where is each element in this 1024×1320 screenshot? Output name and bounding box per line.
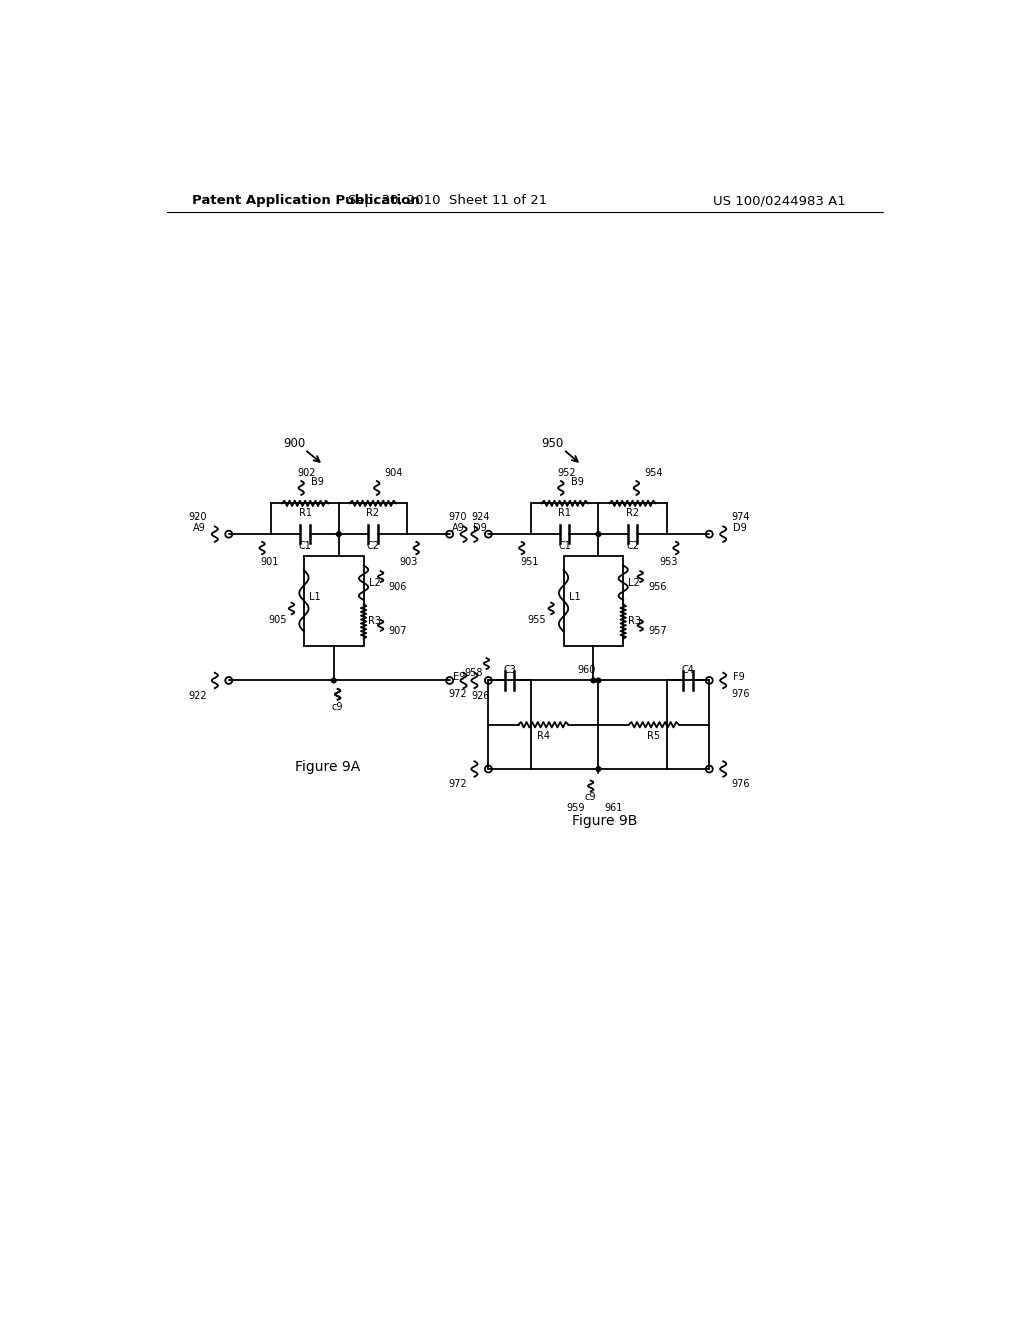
- Text: 960: 960: [578, 665, 596, 675]
- Text: c9: c9: [331, 702, 343, 711]
- Text: 951: 951: [520, 557, 539, 566]
- Text: Patent Application Publication: Patent Application Publication: [191, 194, 419, 207]
- Text: 922: 922: [188, 690, 207, 701]
- Text: D9: D9: [473, 523, 486, 533]
- Text: C3: C3: [503, 665, 516, 675]
- Text: L1: L1: [568, 591, 581, 602]
- Text: B9: B9: [571, 477, 584, 487]
- Text: 970: 970: [449, 512, 467, 523]
- Text: E9: E9: [453, 672, 465, 681]
- Text: B9: B9: [311, 477, 325, 487]
- Text: US 100/0244983 A1: US 100/0244983 A1: [713, 194, 846, 207]
- Text: 958: 958: [464, 668, 482, 677]
- Circle shape: [332, 678, 336, 682]
- Text: 972: 972: [449, 779, 467, 789]
- Text: 961: 961: [605, 803, 624, 813]
- Text: 959: 959: [566, 803, 585, 813]
- Text: C2: C2: [367, 541, 380, 550]
- Text: A9: A9: [193, 523, 206, 533]
- Text: 926: 926: [471, 690, 489, 701]
- Text: 920: 920: [188, 512, 207, 523]
- Text: C2: C2: [626, 541, 639, 550]
- Text: R2: R2: [367, 508, 380, 517]
- Text: 954: 954: [644, 467, 663, 478]
- Text: Sep. 30, 2010  Sheet 11 of 21: Sep. 30, 2010 Sheet 11 of 21: [348, 194, 547, 207]
- Circle shape: [337, 532, 341, 536]
- Text: R1: R1: [558, 508, 571, 517]
- Text: R1: R1: [299, 508, 311, 517]
- Text: R3: R3: [628, 616, 641, 627]
- Text: C1: C1: [558, 541, 571, 550]
- Text: 904: 904: [385, 467, 402, 478]
- Text: 956: 956: [648, 582, 667, 593]
- Text: L1: L1: [309, 591, 321, 602]
- Text: R3: R3: [368, 616, 381, 627]
- Text: 976: 976: [731, 779, 750, 789]
- Text: C4: C4: [682, 665, 694, 675]
- Text: 950: 950: [541, 437, 563, 450]
- Text: 955: 955: [528, 615, 547, 624]
- Text: Figure 9B: Figure 9B: [572, 813, 637, 828]
- Text: 901: 901: [261, 557, 279, 566]
- Text: A9: A9: [453, 523, 465, 533]
- Text: C1: C1: [299, 541, 311, 550]
- Text: 952: 952: [557, 467, 575, 478]
- Text: Figure 9A: Figure 9A: [295, 760, 360, 774]
- Text: R2: R2: [626, 508, 639, 517]
- Text: 903: 903: [399, 557, 418, 566]
- Text: 974: 974: [731, 512, 750, 523]
- Text: 900: 900: [283, 437, 305, 450]
- Text: 924: 924: [471, 512, 489, 523]
- Circle shape: [596, 532, 601, 536]
- Text: 976: 976: [731, 689, 750, 700]
- Text: 905: 905: [268, 615, 287, 624]
- Text: 972: 972: [449, 689, 467, 700]
- Text: 902: 902: [297, 467, 315, 478]
- Text: c9: c9: [585, 792, 596, 801]
- Text: R4: R4: [537, 730, 550, 741]
- Text: D9: D9: [732, 523, 746, 533]
- Circle shape: [596, 678, 601, 682]
- Text: 953: 953: [658, 557, 678, 566]
- Circle shape: [596, 767, 601, 771]
- Text: 957: 957: [648, 626, 667, 636]
- Text: F9: F9: [732, 672, 744, 681]
- Text: L2: L2: [628, 578, 640, 587]
- Text: L2: L2: [369, 578, 380, 587]
- Circle shape: [591, 678, 596, 682]
- Text: 907: 907: [388, 626, 407, 636]
- Text: R5: R5: [647, 730, 660, 741]
- Text: 906: 906: [388, 582, 407, 593]
